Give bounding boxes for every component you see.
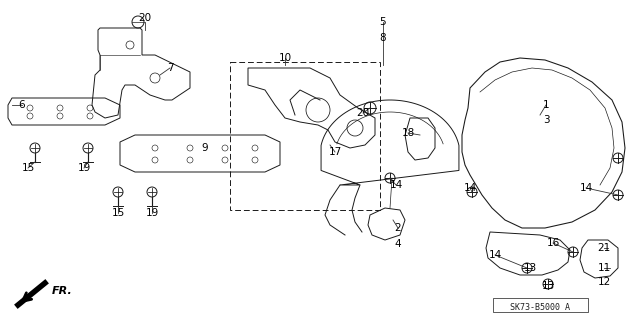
Text: 15: 15 [21, 163, 35, 173]
Text: 4: 4 [395, 239, 401, 249]
Text: 14: 14 [579, 183, 593, 193]
Text: 11: 11 [597, 263, 611, 273]
Text: 7: 7 [166, 63, 173, 73]
Text: 9: 9 [202, 143, 208, 153]
Text: 10: 10 [278, 53, 292, 63]
Text: 5: 5 [380, 17, 387, 27]
Text: 16: 16 [547, 238, 559, 248]
Text: 20: 20 [138, 13, 152, 23]
Text: 12: 12 [597, 277, 611, 287]
Text: 19: 19 [77, 163, 91, 173]
Bar [493, 298, 588, 312]
Text: 18: 18 [401, 128, 415, 138]
Text: 17: 17 [328, 147, 342, 157]
Text: 6: 6 [19, 100, 26, 110]
Text: 14: 14 [389, 180, 403, 190]
Text: SK73-B5000 A: SK73-B5000 A [510, 302, 570, 311]
Text: 3: 3 [543, 115, 549, 125]
Bar [230, 62, 380, 210]
Text: 8: 8 [380, 33, 387, 43]
Text: 2: 2 [395, 223, 401, 233]
Text: 14: 14 [463, 183, 477, 193]
Text: 19: 19 [145, 208, 159, 218]
Text: 1: 1 [543, 100, 549, 110]
Text: 14: 14 [488, 250, 502, 260]
Text: 13: 13 [524, 263, 536, 273]
Text: 15: 15 [111, 208, 125, 218]
Text: FR.: FR. [52, 286, 73, 296]
Text: 13: 13 [541, 281, 555, 291]
Text: 21: 21 [597, 243, 611, 253]
Text: 20: 20 [356, 108, 369, 118]
